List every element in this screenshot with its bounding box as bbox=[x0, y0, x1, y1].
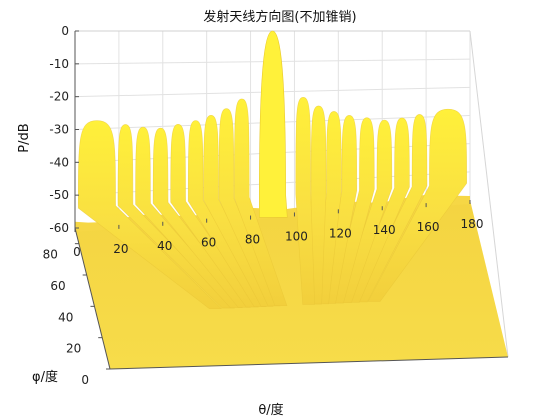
surface-plot bbox=[75, 30, 508, 369]
side-lobe bbox=[338, 119, 393, 304]
x-axis-label: θ/度 bbox=[258, 402, 283, 418]
side-lobe bbox=[295, 97, 316, 305]
x-tick-label: 40 bbox=[157, 239, 172, 253]
side-lobe bbox=[367, 108, 468, 302]
z-tick-label: 0 bbox=[61, 24, 69, 38]
z-tick-label: -20 bbox=[49, 90, 69, 104]
y-tick-label: 80 bbox=[43, 248, 58, 262]
x-tick-label: 0 bbox=[73, 245, 81, 259]
z-tick-label: -30 bbox=[49, 123, 69, 137]
main-lobe bbox=[259, 30, 288, 218]
frame-right bbox=[469, 30, 509, 358]
chart-title: 发射天线方向图(不加锥销) bbox=[203, 9, 356, 25]
side-lobe bbox=[354, 114, 428, 303]
y-tick-label: 60 bbox=[50, 279, 65, 293]
z-axis-label: P/dB bbox=[17, 123, 32, 152]
side-lobe bbox=[234, 98, 288, 306]
z-tick-label: -60 bbox=[49, 221, 69, 235]
side-lobe bbox=[187, 120, 267, 307]
side-lobe bbox=[170, 123, 259, 308]
chart-axes: 0 20 40 60 80 100 120 140 160 180 0 20 40 60 80 0 -10 -20… bbox=[43, 24, 509, 387]
side-lobe bbox=[203, 115, 274, 307]
y-tick-label: 40 bbox=[58, 310, 73, 324]
x-axis-line bbox=[109, 356, 509, 370]
side-lobe bbox=[77, 120, 223, 309]
side-lobe bbox=[135, 126, 243, 309]
side-lobe bbox=[309, 105, 327, 305]
z-tick-label: -40 bbox=[49, 155, 69, 169]
x-tick-label: 120 bbox=[329, 226, 352, 240]
z-tick-label: -10 bbox=[49, 57, 69, 71]
side-lobe bbox=[346, 117, 410, 303]
y-tick-label: 0 bbox=[81, 373, 89, 387]
z-tick-label: -50 bbox=[49, 188, 69, 202]
x-tick-label: 20 bbox=[113, 242, 128, 256]
side-lobe bbox=[117, 124, 236, 309]
x-tick-label: 180 bbox=[461, 217, 484, 231]
x-tick-label: 100 bbox=[285, 229, 308, 243]
y-axis-label: φ/度 bbox=[32, 369, 58, 385]
side-lobe bbox=[331, 117, 375, 304]
x-tick-label: 60 bbox=[201, 236, 216, 250]
y-axis-line bbox=[74, 227, 111, 370]
side-lobe bbox=[218, 108, 281, 307]
x-tick-label: 80 bbox=[245, 233, 260, 247]
x-tick-label: 140 bbox=[373, 223, 396, 237]
y-tick-label: 20 bbox=[66, 342, 81, 356]
side-lobe bbox=[152, 127, 251, 308]
x-tick-label: 160 bbox=[417, 220, 440, 234]
